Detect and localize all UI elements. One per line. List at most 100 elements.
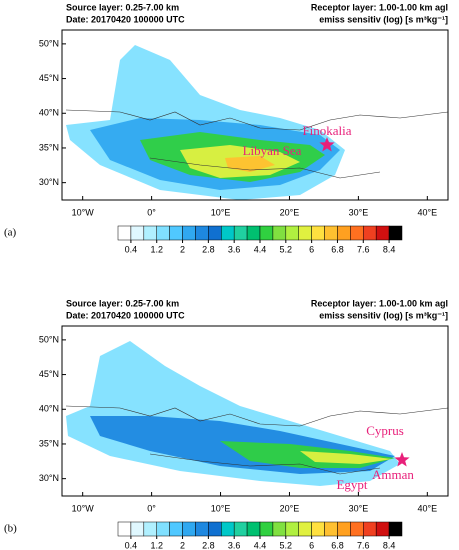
- y-tick-label: 30°N: [39, 473, 59, 483]
- colorbar-tick-label: 8.4: [383, 540, 396, 550]
- colorbar-segment: [272, 521, 287, 537]
- colorbar-tick-label: 6: [309, 540, 314, 550]
- colorbar-tick-label: 3.6: [228, 540, 241, 550]
- x-tick-label: 40°E: [418, 207, 438, 217]
- colorbar-segment: [233, 225, 248, 241]
- colorbar-segment: [169, 225, 183, 241]
- colorbar-tick-label: 0.4: [125, 244, 138, 254]
- colorbar-segment: [208, 521, 222, 537]
- colorbar-tick-label: 2.8: [202, 540, 215, 550]
- colorbar-tick-label: 0.4: [125, 540, 138, 550]
- units: emiss sensitiv (log) [s m³kg⁻¹]: [319, 310, 448, 320]
- plume: [225, 156, 275, 172]
- coastline: [65, 109, 449, 179]
- colorbar-tick-label: 2.8: [202, 244, 215, 254]
- receptor-layer: Receptor layer: 1.00-1.00 km agl: [311, 298, 448, 308]
- colorbar-segment: [117, 225, 132, 241]
- colorbar-tick-label: 2: [180, 540, 185, 550]
- x-tick-label: 10°W: [72, 207, 95, 217]
- site-star: [319, 137, 335, 152]
- annotation: Libyan Sea: [243, 143, 302, 158]
- x-tick-label: 10°E: [211, 503, 231, 513]
- colorbar-segment: [143, 521, 157, 537]
- date: Date: 20170420 100000 UTC: [66, 310, 185, 320]
- panel: Source layer: 0.25-7.00 km Date: 20170420…: [4, 298, 449, 550]
- colorbar-segment: [324, 521, 338, 537]
- x-tick-label: 0°: [147, 503, 156, 513]
- y-tick-label: 40°N: [39, 404, 59, 414]
- colorbar-segment: [388, 225, 403, 241]
- colorbar-segment: [388, 521, 403, 537]
- coastline: [65, 405, 449, 475]
- colorbar-tick-label: 2: [180, 244, 185, 254]
- colorbar-segment: [117, 521, 132, 537]
- colorbar-segment: [208, 225, 222, 241]
- colorbar-segment: [375, 521, 390, 537]
- colorbar-segment: [156, 225, 170, 241]
- y-tick-label: 45°N: [39, 369, 59, 379]
- annotation: Amman: [372, 467, 414, 482]
- colorbar-segment: [195, 225, 209, 241]
- date: Date: 20170420 100000 UTC: [66, 14, 185, 24]
- colorbar-segment: [350, 521, 364, 537]
- colorbar-tick-label: 6.8: [331, 244, 344, 254]
- colorbar-segment: [363, 521, 377, 537]
- colorbar-tick-label: 3.6: [228, 244, 241, 254]
- plume: [300, 451, 392, 464]
- panel: Source layer: 0.25-7.00 km Date: 20170420…: [4, 2, 449, 254]
- colorbar-segment: [350, 225, 364, 241]
- annotation: Egypt: [336, 477, 367, 492]
- colorbar-tick-label: 6.8: [331, 540, 344, 550]
- colorbar-tick-label: 7.6: [357, 540, 370, 550]
- colorbar-segment: [298, 521, 312, 537]
- colorbar-tick-label: 4.4: [254, 244, 267, 254]
- colorbar-segment: [337, 225, 351, 241]
- colorbar-segment: [182, 225, 196, 241]
- colorbar-segment: [311, 225, 325, 241]
- colorbar-segment: [259, 225, 274, 241]
- colorbar-segment: [298, 225, 312, 241]
- colorbar-segment: [375, 225, 390, 241]
- colorbar-segment: [221, 521, 235, 537]
- colorbar-segment: [195, 521, 209, 537]
- colorbar-tick-label: 5.2: [280, 540, 293, 550]
- x-tick-label: 30°E: [349, 503, 369, 513]
- x-tick-label: 30°E: [349, 207, 369, 217]
- colorbar-segment: [337, 521, 351, 537]
- panel-label: (a): [4, 227, 17, 239]
- colorbar-tick-label: 7.6: [357, 244, 370, 254]
- x-tick-label: 20°E: [280, 207, 300, 217]
- colorbar-tick-label: 6: [309, 244, 314, 254]
- x-tick-label: 10°E: [211, 207, 231, 217]
- y-tick-label: 40°N: [39, 108, 59, 118]
- y-tick-label: 50°N: [39, 38, 59, 48]
- colorbar-tick-label: 1.2: [150, 540, 163, 550]
- colorbar-segment: [182, 521, 196, 537]
- colorbar-segment: [272, 225, 287, 241]
- y-tick-label: 35°N: [39, 142, 59, 152]
- colorbar-segment: [311, 521, 325, 537]
- colorbar-segment: [259, 521, 274, 537]
- y-tick-label: 35°N: [39, 438, 59, 448]
- colorbar-segment: [169, 521, 183, 537]
- colorbar-tick-label: 4.4: [254, 540, 267, 550]
- x-tick-label: 0°: [147, 207, 156, 217]
- colorbar-segment: [324, 225, 338, 241]
- units: emiss sensitiv (log) [s m³kg⁻¹]: [319, 14, 448, 24]
- y-tick-label: 50°N: [39, 334, 59, 344]
- x-tick-label: 10°W: [72, 503, 95, 513]
- colorbar-segment: [156, 521, 170, 537]
- colorbar-segment: [246, 521, 261, 537]
- source-layer: Source layer: 0.25-7.00 km: [66, 298, 179, 308]
- map-frame: [61, 29, 449, 201]
- colorbar-tick-label: 5.2: [280, 244, 293, 254]
- y-tick-label: 30°N: [39, 177, 59, 187]
- colorbar-segment: [130, 521, 145, 537]
- colorbar-segment: [285, 225, 299, 241]
- x-tick-label: 20°E: [280, 503, 300, 513]
- colorbar-tick-label: 1.2: [150, 244, 163, 254]
- colorbar-segment: [233, 521, 248, 537]
- annotation: Finokalia: [302, 123, 351, 138]
- x-tick-label: 40°E: [418, 503, 438, 513]
